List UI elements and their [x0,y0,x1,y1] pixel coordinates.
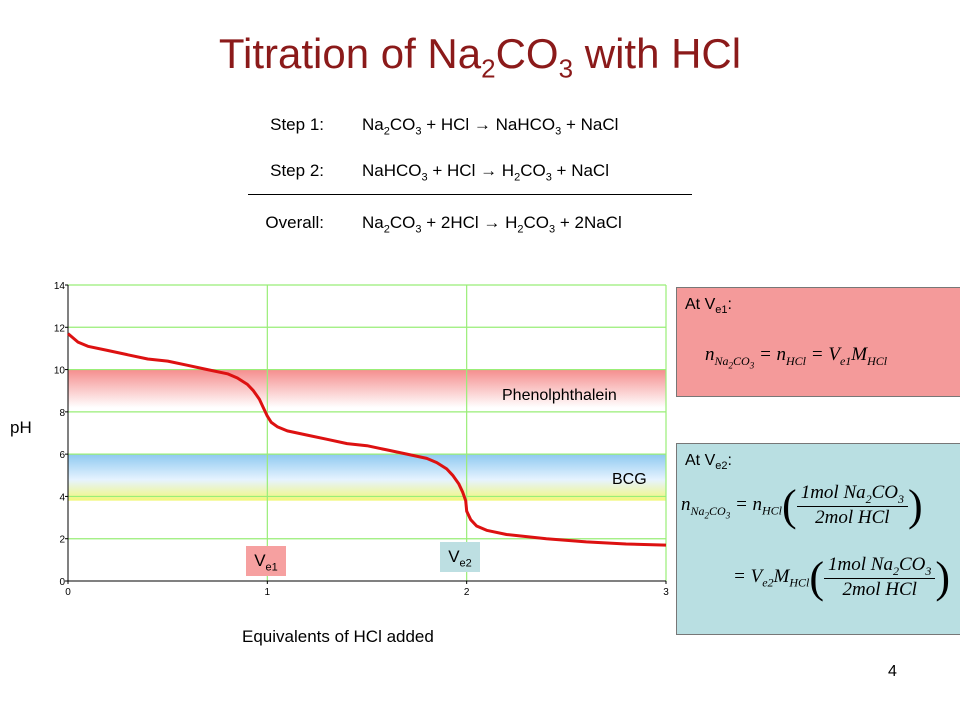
ve2-formula-line1: nNa2CO3 = nHCl(1mol Na2CO3 2mol HCl) [681,481,923,530]
ve2-panel: At Ve2: nNa2CO3 = nHCl(1mol Na2CO3 2mol H… [676,443,960,635]
y-axis-label: pH [10,418,32,437]
ve2-marker: Ve2 [440,542,480,572]
bcg-label: BCG [612,471,647,488]
y-tick-label: 8 [59,408,65,419]
x-tick-label: 2 [464,587,470,598]
x-axis-label: Equivalents of HCl added [242,627,434,646]
ve1-formula: nNa2CO3 = nHCl = Ve1MHCl [705,344,888,371]
overall-equation: Na2CO3 + 2HCl → H2CO3 + 2NaCl [362,213,622,236]
y-tick-label: 6 [59,450,65,461]
x-tick-label: 1 [265,587,271,598]
page-number: 4 [888,663,897,680]
ve1-panel: At Ve1: nNa2CO3 = nHCl = Ve1MHCl [676,287,960,397]
step1-equation: Na2CO3 + HCl → NaHCO3 + NaCl [362,115,619,138]
y-tick-label: 4 [59,492,65,503]
overall-label: Overall: [265,213,324,232]
y-tick-label: 12 [54,323,66,334]
step1-label: Step 1: [270,115,324,134]
slide-title: Titration of Na2CO3 with HCl [218,30,742,84]
bcg-band [68,454,666,501]
phenolphthalein-band [68,369,666,408]
ve1-marker: Ve1 [246,546,286,576]
x-tick-label: 3 [663,587,669,598]
equation-divider [248,194,692,195]
ve2-formula-line2: = Ve2MHCl(1mol Na2CO3 2mol HCl) [733,553,951,602]
y-tick-label: 2 [59,535,65,546]
x-tick-label: 0 [65,587,71,598]
ve2-panel-title: At Ve2: [685,452,732,473]
y-tick-label: 10 [54,366,66,377]
titration-curve [67,332,667,547]
y-tick-label: 14 [54,281,66,292]
step2-equation: NaHCO3 + HCl → H2CO3 + NaCl [362,161,609,184]
step2-label: Step 2: [270,161,324,180]
phenolphthalein-label: Phenolphthalein [502,387,617,404]
ve1-panel-title: At Ve1: [685,296,732,317]
y-tick-label: 0 [59,577,65,588]
